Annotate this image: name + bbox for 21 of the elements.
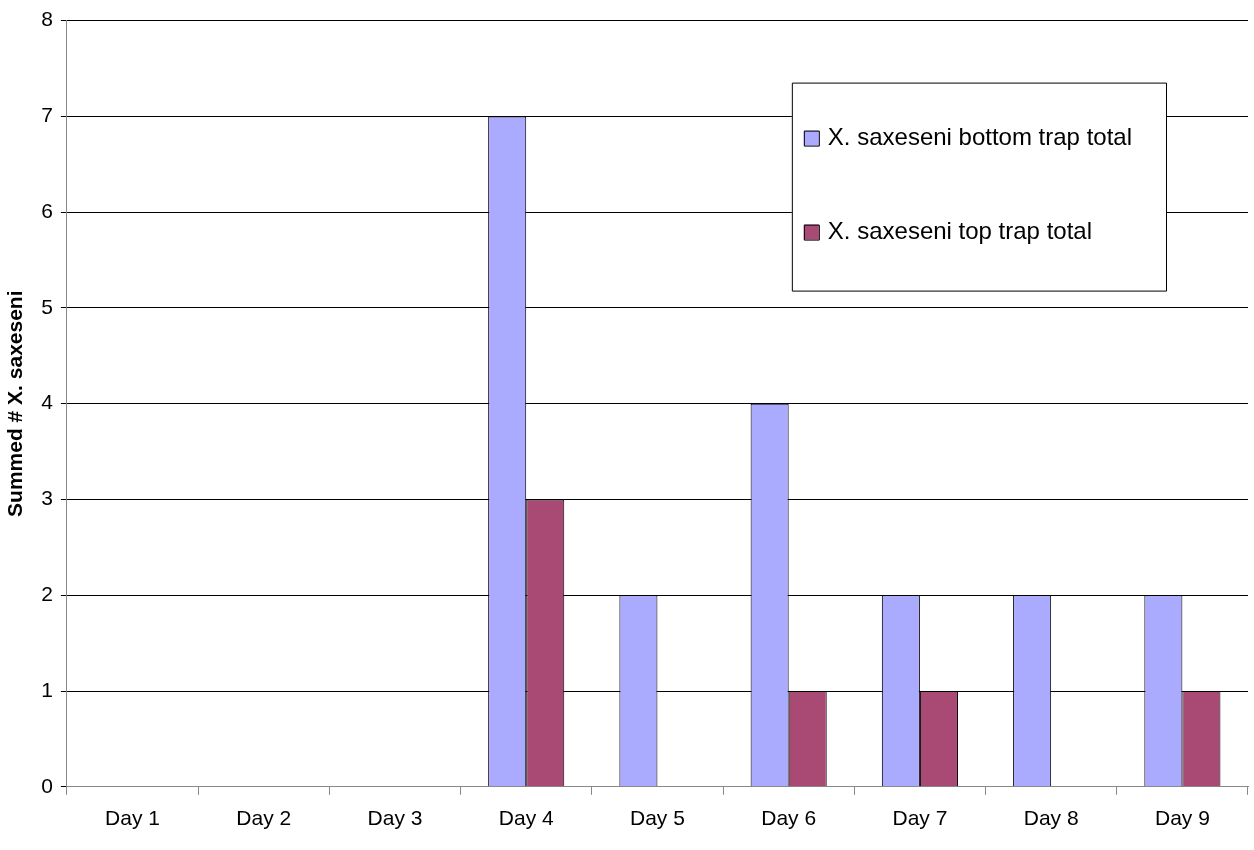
x-tick-label: Day 8	[1023, 806, 1079, 830]
x-tick-label: Day 7	[892, 806, 948, 830]
y-tick-label: 0	[41, 773, 53, 797]
x-tick-label: Day 5	[630, 806, 685, 830]
x-tick-label: Day 1	[105, 806, 160, 830]
legend-label: X. saxeseni bottom trap total	[827, 123, 1133, 151]
y-tick-label: 4	[41, 390, 54, 414]
x-tick-label: Day 3	[367, 806, 423, 830]
x-tick-label: Day 2	[236, 806, 292, 830]
y-tick-label: 3	[41, 486, 53, 510]
y-tick-label: 6	[41, 198, 53, 222]
x-tick-label: Day 6	[761, 806, 817, 830]
x-tick-label: Day 4	[498, 806, 554, 830]
y-tick-label: 8	[41, 7, 53, 31]
y-tick-label: 5	[41, 294, 53, 318]
y-tick-label: 1	[41, 677, 53, 701]
x-tick-label: Day 9	[1154, 806, 1210, 830]
legend-label: X. saxeseni top trap total	[827, 217, 1092, 245]
y-tick-label: 2	[41, 582, 53, 606]
y-axis-title: Summed # X. saxeseni	[3, 290, 27, 517]
y-tick-label: 7	[41, 103, 53, 127]
